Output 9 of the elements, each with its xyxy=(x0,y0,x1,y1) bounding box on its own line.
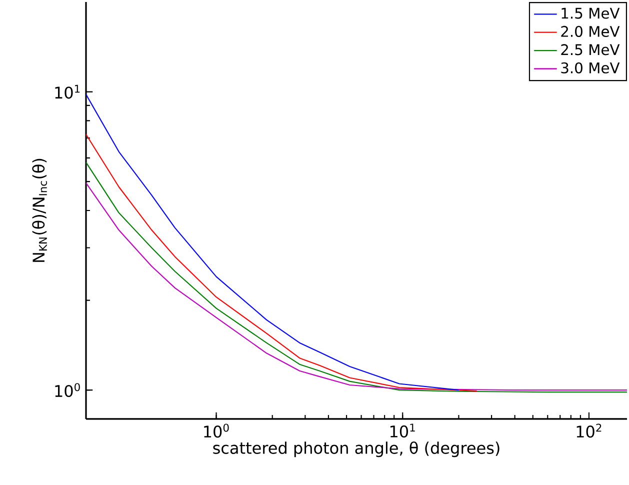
y-axis-title: N$_{KN}$(θ)/N$_{Inc}$(θ) xyxy=(32,158,47,262)
x-tick-label: 10$^{1}$ xyxy=(390,424,415,438)
legend-label: 1.5 MeV xyxy=(562,8,620,19)
legend-label: 3.0 MeV xyxy=(561,62,620,74)
x-tick-label: 10$^{0}$ xyxy=(204,424,229,438)
x-axis-title: scattered photon angle, θ (degrees) xyxy=(213,441,500,458)
x-tick-label: 10$^{2}$ xyxy=(576,424,602,438)
legend-label: 2.5 MeV xyxy=(561,44,620,56)
legend-label: 2.0 MeV xyxy=(561,26,620,37)
